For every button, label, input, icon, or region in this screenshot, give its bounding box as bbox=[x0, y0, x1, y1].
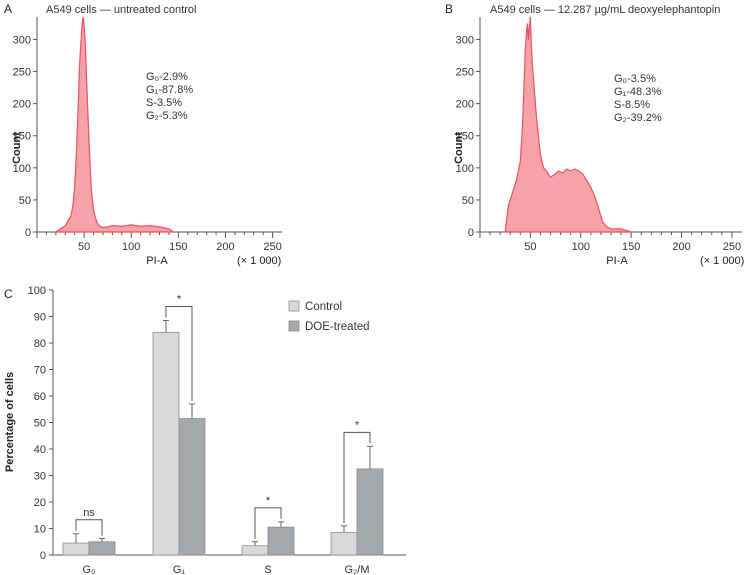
panel-b-y-axis-title: Count bbox=[453, 132, 465, 164]
x-tick-label: 50 bbox=[524, 241, 536, 253]
bar-control bbox=[62, 542, 90, 556]
significance-bracket bbox=[75, 519, 103, 536]
significance-bracket bbox=[343, 431, 371, 523]
y-tick-label: 100 bbox=[456, 163, 474, 175]
bar-doe-treated bbox=[356, 468, 384, 556]
panel-c-legend: Control DOE-treated bbox=[288, 300, 370, 333]
x-tick-label: 100 bbox=[122, 241, 140, 253]
histogram-panel-b: B A549 cells — 12.287 µg/mL deoxyelephan… bbox=[445, 2, 744, 267]
legend-label: Control bbox=[305, 301, 342, 313]
significance-marker: ns bbox=[83, 507, 95, 519]
bar-chart-panel-c: C 0 10 20 30 40 50 60 70 80 90 100 G₀ G₁ S G₂/M ns * * *… bbox=[4, 285, 406, 575]
x-tick-label: 250 bbox=[263, 241, 281, 253]
phase-percentage-label: S-3.5% bbox=[146, 97, 182, 109]
x-tick-label: 50 bbox=[78, 241, 90, 253]
legend-label: DOE-treated bbox=[305, 321, 370, 333]
y-tick-label: 0 bbox=[468, 227, 474, 239]
panel-a-x-axis-title: PI-A bbox=[146, 255, 168, 267]
panel-c-x-axis: G₀ G₁ S G₂/M bbox=[82, 564, 369, 575]
y-tick-label: 200 bbox=[456, 99, 474, 111]
panel-a-x-unit: (× 1 000) bbox=[237, 255, 281, 267]
significance-marker: * bbox=[355, 419, 360, 431]
phase-percentage-label: G₂-39.2% bbox=[614, 112, 662, 124]
panel-a-y-axis-title: Count bbox=[11, 132, 23, 164]
panel-letter-a: A bbox=[4, 2, 12, 16]
legend-swatch bbox=[288, 300, 300, 312]
panel-b-y-axis: 0 50 100 150 200 250 300 bbox=[456, 17, 481, 239]
panel-b-x-axis: 50 100 150 200 250 bbox=[479, 231, 742, 253]
y-tick-label: 20 bbox=[34, 497, 46, 509]
y-tick-label: 90 bbox=[34, 312, 46, 324]
y-tick-label: 150 bbox=[456, 131, 474, 143]
panel-b-stats: G₀-3.5%G₁-48.3%S-8.5%G₂-39.2% bbox=[614, 73, 662, 124]
y-tick-label: 50 bbox=[462, 195, 474, 207]
panel-a-title: A549 cells — untreated control bbox=[46, 4, 196, 16]
panel-c-bars bbox=[62, 319, 384, 556]
histogram-panel-a: A A549 cells — untreated control 0 50 100 1… bbox=[4, 2, 282, 267]
x-category-label: G₂/M bbox=[344, 564, 369, 575]
significance-marker: * bbox=[177, 293, 182, 305]
y-tick-label: 50 bbox=[34, 418, 46, 430]
y-tick-label: 200 bbox=[13, 99, 31, 111]
phase-percentage-label: G₀-3.5% bbox=[614, 73, 656, 85]
phase-percentage-label: S-8.5% bbox=[614, 99, 650, 111]
y-tick-label: 250 bbox=[13, 67, 31, 79]
panel-a-x-axis: 50 100 150 200 250 bbox=[36, 231, 282, 253]
x-category-label: S bbox=[264, 564, 271, 575]
x-tick-label: 150 bbox=[169, 241, 187, 253]
phase-percentage-label: G₂-5.3% bbox=[146, 110, 188, 122]
phase-percentage-label: G₁-87.8% bbox=[146, 84, 193, 96]
bar-control bbox=[152, 331, 180, 556]
panel-c-y-axis-title: Percentage of cells bbox=[4, 372, 16, 472]
bar-control bbox=[241, 545, 269, 556]
y-tick-label: 60 bbox=[34, 391, 46, 403]
phase-percentage-label: G₀-2.9% bbox=[146, 71, 188, 83]
y-tick-label: 0 bbox=[25, 227, 31, 239]
significance-bracket bbox=[254, 507, 282, 539]
y-tick-label: 50 bbox=[19, 195, 31, 207]
y-tick-label: 0 bbox=[40, 550, 46, 562]
panel-letter-b: B bbox=[445, 2, 453, 16]
panel-letter-c: C bbox=[4, 287, 13, 301]
panel-b-x-axis-title: PI-A bbox=[606, 255, 628, 267]
y-tick-label: 150 bbox=[13, 131, 31, 143]
x-tick-label: 200 bbox=[216, 241, 234, 253]
x-category-label: G₀ bbox=[82, 564, 95, 575]
panel-b-histogram-area bbox=[504, 16, 632, 233]
x-tick-label: 100 bbox=[572, 241, 590, 253]
bar-doe-treated bbox=[88, 541, 116, 556]
y-tick-label: 300 bbox=[456, 34, 474, 46]
legend-swatch bbox=[288, 320, 300, 332]
y-tick-label: 100 bbox=[13, 163, 31, 175]
y-tick-label: 300 bbox=[13, 34, 31, 46]
panel-b-title: A549 cells — 12.287 µg/mL deoxyelephanto… bbox=[490, 4, 720, 16]
y-tick-label: 10 bbox=[34, 524, 46, 536]
y-tick-label: 100 bbox=[28, 285, 46, 297]
y-tick-label: 250 bbox=[456, 67, 474, 79]
y-tick-label: 30 bbox=[34, 471, 46, 483]
panel-a-y-axis: 0 50 100 150 200 250 300 bbox=[13, 17, 38, 239]
x-tick-label: 200 bbox=[672, 241, 690, 253]
bar-doe-treated bbox=[267, 526, 295, 556]
panel-b-x-unit: (× 1 000) bbox=[700, 255, 744, 267]
panel-a-stats: G₀-2.9%G₁-87.8%S-3.5%G₂-5.3% bbox=[146, 71, 193, 122]
x-tick-label: 250 bbox=[723, 241, 741, 253]
panel-a-histogram-area bbox=[53, 16, 174, 233]
y-tick-label: 70 bbox=[34, 365, 46, 377]
phase-percentage-label: G₁-48.3% bbox=[614, 86, 661, 98]
bar-control bbox=[330, 532, 358, 556]
significance-bracket bbox=[165, 305, 193, 401]
y-tick-label: 80 bbox=[34, 338, 46, 350]
x-category-label: G₁ bbox=[173, 564, 186, 575]
panel-c-significance: ns * * * bbox=[75, 293, 371, 539]
x-tick-label: 150 bbox=[622, 241, 640, 253]
bar-doe-treated bbox=[178, 418, 206, 556]
y-tick-label: 40 bbox=[34, 444, 46, 456]
significance-marker: * bbox=[266, 495, 271, 507]
